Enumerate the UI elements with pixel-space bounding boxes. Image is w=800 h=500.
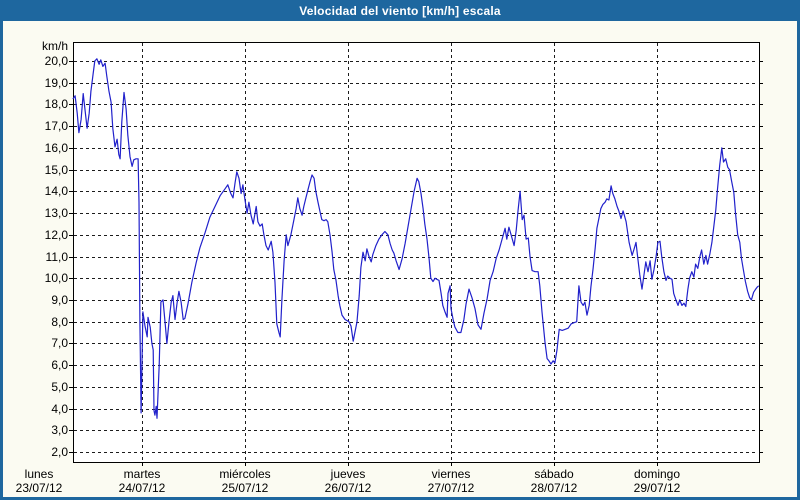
y-tick-label: 8,0 [51, 315, 68, 329]
y-tick-label: 11,0 [45, 250, 68, 264]
x-day-date-label: 23/07/12 [15, 481, 63, 495]
y-tick-label: 13,0 [44, 206, 68, 220]
y-tick-label: 5,0 [51, 380, 68, 394]
x-day-name-label: sábado [534, 467, 574, 481]
y-tick-label: 7,0 [51, 336, 68, 350]
y-tick-label: 6,0 [51, 358, 68, 372]
wind-speed-line [72, 58, 760, 419]
title-bar: Velocidad del viento [km/h] escala [0, 0, 800, 21]
x-day-date-label: 24/07/12 [118, 481, 166, 495]
y-tick-label: 9,0 [51, 293, 68, 307]
x-day-date-label: 28/07/12 [530, 481, 578, 495]
x-day-date-label: 25/07/12 [221, 481, 269, 495]
y-tick-label: 17,0 [44, 119, 68, 133]
y-tick-label: 18,0 [44, 97, 68, 111]
x-day-name-label: jueves [330, 467, 366, 481]
window-title: Velocidad del viento [km/h] escala [299, 3, 501, 18]
x-day-name-label: viernes [431, 467, 471, 481]
x-day-name-label: miércoles [219, 467, 271, 481]
y-tick-label: 15,0 [44, 163, 68, 177]
y-tick-label: 10,0 [44, 271, 68, 285]
y-tick-label: 2,0 [51, 445, 68, 459]
y-tick-label: 14,0 [44, 184, 68, 198]
y-tick-label: 16,0 [44, 141, 68, 155]
y-tick-label: 4,0 [51, 402, 68, 416]
x-day-name-label: domingo [633, 467, 681, 481]
x-day-date-label: 27/07/12 [427, 481, 475, 495]
y-tick-label: 3,0 [51, 423, 68, 437]
x-day-date-label: 29/07/12 [633, 481, 681, 495]
y-axis-unit-label: km/h [41, 39, 68, 53]
x-day-date-label: 26/07/12 [324, 481, 372, 495]
x-day-name-label: lunes [24, 467, 54, 481]
y-tick-label: 20,0 [44, 54, 68, 68]
y-tick-label: 12,0 [44, 228, 68, 242]
x-day-name-label: martes [123, 467, 161, 481]
y-tick-label: 19,0 [44, 76, 68, 90]
